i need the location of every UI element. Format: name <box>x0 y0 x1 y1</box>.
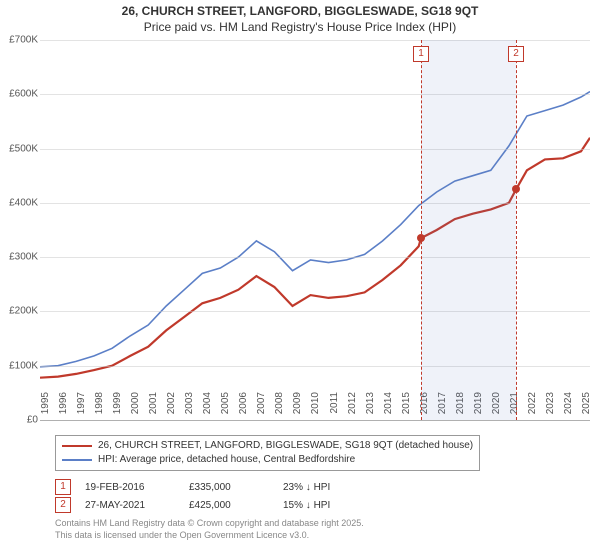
y-axis-label: £100K <box>0 360 38 371</box>
y-axis-label: £400K <box>0 197 38 208</box>
x-axis-label: 1999 <box>112 392 123 422</box>
sale-row: 2 27-MAY-2021 £425,000 15% ↓ HPI <box>55 496 364 514</box>
x-axis-label: 2013 <box>365 392 376 422</box>
x-axis-label: 2024 <box>563 392 574 422</box>
y-axis-label: £0 <box>0 415 38 426</box>
sale-marker-box: 2 <box>508 46 524 62</box>
sale-hpi-delta: 15% ↓ HPI <box>283 500 363 511</box>
x-axis-label: 2006 <box>238 392 249 422</box>
sale-date: 27-MAY-2021 <box>85 500 175 511</box>
sale-date: 19-FEB-2016 <box>85 482 175 493</box>
sale-marker-line <box>516 40 517 420</box>
sale-price: £335,000 <box>189 482 269 493</box>
sale-price: £425,000 <box>189 500 269 511</box>
title-address: 26, CHURCH STREET, LANGFORD, BIGGLESWADE… <box>0 4 600 20</box>
chart-container: 26, CHURCH STREET, LANGFORD, BIGGLESWADE… <box>0 0 600 560</box>
x-axis-label: 2010 <box>310 392 321 422</box>
legend: 26, CHURCH STREET, LANGFORD, BIGGLESWADE… <box>55 435 480 471</box>
x-axis-label: 2022 <box>527 392 538 422</box>
sale-hpi-delta: 23% ↓ HPI <box>283 482 363 493</box>
sale-marker-line <box>421 40 422 420</box>
x-axis-label: 1995 <box>40 392 51 422</box>
x-axis-label: 2014 <box>383 392 394 422</box>
title-subtitle: Price paid vs. HM Land Registry's House … <box>0 20 600 36</box>
x-axis-label: 2003 <box>184 392 195 422</box>
y-axis-label: £300K <box>0 252 38 263</box>
x-axis-label: 1996 <box>58 392 69 422</box>
y-axis-label: £200K <box>0 306 38 317</box>
sale-marker-box: 1 <box>413 46 429 62</box>
x-axis-label: 2012 <box>347 392 358 422</box>
x-axis-label: 2002 <box>166 392 177 422</box>
x-axis-label: 2015 <box>401 392 412 422</box>
x-axis-label: 2001 <box>148 392 159 422</box>
x-axis-label: 2005 <box>220 392 231 422</box>
x-axis-label: 1998 <box>94 392 105 422</box>
x-axis-label: 2025 <box>581 392 592 422</box>
legend-swatch <box>62 459 92 461</box>
sale-number-box: 1 <box>55 479 71 495</box>
legend-swatch <box>62 445 92 447</box>
title-block: 26, CHURCH STREET, LANGFORD, BIGGLESWADE… <box>0 0 600 35</box>
legend-row: 26, CHURCH STREET, LANGFORD, BIGGLESWADE… <box>62 439 473 453</box>
x-axis-label: 2008 <box>274 392 285 422</box>
y-axis-label: £500K <box>0 143 38 154</box>
plot-area: £0£100K£200K£300K£400K£500K£600K£700K199… <box>40 40 590 421</box>
x-axis-label: 2011 <box>329 392 340 422</box>
sale-row: 1 19-FEB-2016 £335,000 23% ↓ HPI <box>55 478 364 496</box>
shaded-region <box>421 40 516 420</box>
y-axis-label: £700K <box>0 35 38 46</box>
x-axis-label: 2000 <box>130 392 141 422</box>
y-axis-label: £600K <box>0 89 38 100</box>
legend-label: HPI: Average price, detached house, Cent… <box>98 453 355 467</box>
sale-number-box: 2 <box>55 497 71 513</box>
sale-dot <box>512 185 520 193</box>
sales-table: 1 19-FEB-2016 £335,000 23% ↓ HPI 2 27-MAY-202… <box>55 478 364 541</box>
x-axis-label: 2007 <box>256 392 267 422</box>
x-axis-label: 2004 <box>202 392 213 422</box>
footnote: Contains HM Land Registry data © Crown c… <box>55 518 364 541</box>
sale-dot <box>417 234 425 242</box>
x-axis-label: 2009 <box>292 392 303 422</box>
x-axis-label: 2023 <box>545 392 556 422</box>
x-axis-label: 1997 <box>76 392 87 422</box>
legend-row: HPI: Average price, detached house, Cent… <box>62 453 473 467</box>
legend-label: 26, CHURCH STREET, LANGFORD, BIGGLESWADE… <box>98 439 473 453</box>
